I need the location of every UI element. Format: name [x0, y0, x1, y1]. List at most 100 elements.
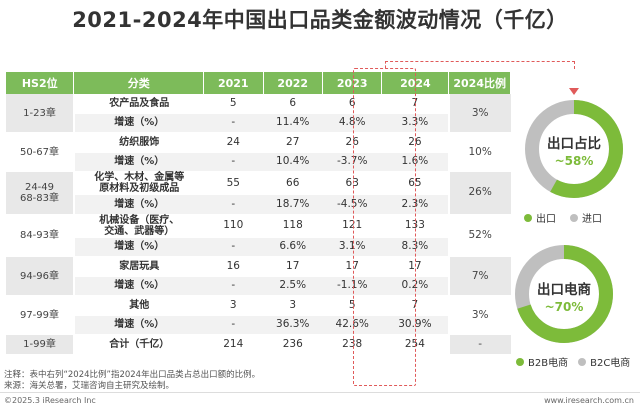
ratio-cell: -	[447, 334, 511, 355]
growth-cell: -	[203, 152, 263, 172]
highlight-2024-box	[353, 68, 416, 386]
donut2-text: 出口电商 ~70%	[512, 278, 616, 314]
value-cell: 5	[203, 94, 263, 114]
category-cell: 家居玩具	[73, 256, 204, 277]
column-header: 2022	[263, 72, 323, 94]
hs-code-cell: 97-99章	[6, 295, 75, 335]
site-url[interactable]: www.iresearch.com.cn	[544, 396, 634, 405]
hs-code-cell: 1-99章	[6, 334, 75, 355]
footnote-line-1: 注释：表中右列“2024比例”指2024年出口品类占总出口额的比例。	[4, 370, 261, 380]
growth-cell: -3.7%	[322, 152, 382, 172]
total-value-cell: 238	[322, 334, 382, 355]
value-cell: 17	[322, 256, 382, 277]
export-share-arc	[525, 100, 623, 198]
growth-cell: 10.4%	[263, 152, 323, 172]
value-cell: 6	[263, 94, 323, 114]
legend-label-export: 出口	[536, 214, 556, 225]
category-cell: 化学、木材、金属等 原材料及初级成品	[73, 171, 204, 195]
growth-cell: -	[203, 194, 263, 215]
ratio-cell: 26%	[447, 171, 511, 215]
table-row-total: 1-99章 合计（千亿） 214 236 238 254-	[6, 334, 511, 355]
value-cell: 27	[263, 132, 323, 153]
table-row: 增速（%） -10.4% -3.7% 1.6%	[6, 152, 511, 172]
value-cell: 55	[203, 171, 263, 195]
column-header: 2024比例	[448, 72, 511, 94]
column-header: 分类	[73, 72, 205, 94]
table-header-row: HS2位 分类 2021 2022 2023 2024 2024比例	[6, 72, 511, 94]
growth-cell: 18.7%	[263, 194, 323, 215]
connector-line-h	[385, 61, 575, 69]
donut2-value: ~70%	[544, 300, 584, 314]
growth-cell: -	[203, 237, 263, 257]
category-cell: 其他	[73, 295, 204, 316]
value-cell: 26	[322, 132, 382, 153]
value-cell: 24	[203, 132, 263, 153]
category-cell: 农产品及食品	[73, 94, 204, 114]
table-row: 增速（%） -36.3% 42.6% 30.9%	[6, 315, 511, 335]
donut1-legend: 出口 进口	[524, 210, 602, 225]
growth-cell: -1.1%	[322, 276, 382, 296]
growth-label-cell: 增速（%）	[73, 237, 204, 257]
ratio-cell: 10%	[447, 132, 511, 172]
hs-code-cell: 94-96章	[6, 256, 75, 296]
export-table: HS2位 分类 2021 2022 2023 2024 2024比例 1-23章 农产品及食品…	[6, 72, 511, 355]
category-cell: 机械设备（医疗、 交通、武器等）	[73, 214, 204, 238]
legend-label-b2b: B2B电商	[528, 358, 569, 369]
legend-swatch-b2c	[578, 357, 587, 366]
hs-code-cell: 1-23章	[6, 94, 75, 133]
value-cell: 3	[263, 295, 323, 316]
value-cell: 121	[322, 214, 382, 238]
total-label-cell: 合计（千亿）	[73, 334, 204, 355]
value-cell: 66	[263, 171, 323, 195]
total-value-cell: 214	[203, 334, 263, 355]
donut1-value: ~58%	[554, 154, 594, 168]
legend-swatch-export	[524, 213, 532, 222]
connector-line-v	[385, 61, 386, 68]
category-cell: 纺织服饰	[73, 132, 204, 153]
growth-cell: -4.5%	[322, 194, 382, 215]
growth-cell: 6.6%	[263, 237, 323, 257]
hs-code-cell: 24-49 68-83章	[6, 171, 75, 215]
growth-label-cell: 增速（%）	[73, 276, 204, 296]
growth-cell: -	[203, 276, 263, 296]
value-cell: 3	[203, 295, 263, 316]
ratio-cell: 52%	[447, 214, 511, 257]
donut2-legend: B2B电商 B2C电商	[516, 354, 630, 369]
arrow-down-icon	[569, 88, 579, 95]
page-title: 2021-2024年中国出口品类金额波动情况（千亿）	[72, 8, 568, 32]
table-row: 94-96章 家居玩具 16 17 17 17 7%	[6, 256, 511, 296]
growth-label-cell: 增速（%）	[73, 315, 204, 335]
total-value-cell: 236	[263, 334, 323, 355]
table-row: 增速（%） -2.5% -1.1% 0.2%	[6, 276, 511, 296]
growth-cell: -	[203, 315, 263, 335]
growth-cell: 42.6%	[322, 315, 382, 335]
donut2-title: 出口电商	[537, 282, 591, 298]
growth-cell: 2.5%	[263, 276, 323, 296]
legend-label-b2c: B2C电商	[590, 358, 631, 369]
hs-code-cell: 50-67章	[6, 132, 75, 172]
table-row: 97-99章 其他 3 3 5 7 3%	[6, 295, 511, 335]
growth-label-cell: 增速（%）	[73, 152, 204, 172]
value-cell: 5	[322, 295, 382, 316]
ratio-cell: 3%	[447, 94, 511, 133]
table-body: 1-23章 农产品及食品 5 6 6 7 3% 增速（%） -11.4% 4.8% 3.3% 50-6…	[6, 94, 511, 355]
value-cell: 6	[322, 94, 382, 114]
value-cell: 63	[322, 171, 382, 195]
column-header: HS2位	[6, 72, 75, 94]
table-row: 1-23章 农产品及食品 5 6 6 7 3%	[6, 94, 511, 133]
table-row: 24-49 68-83章 化学、木材、金属等 原材料及初级成品 55 66 63 65 26…	[6, 171, 511, 215]
legend-swatch-import	[570, 213, 578, 222]
legend-swatch-b2b	[516, 357, 524, 366]
ratio-cell: 7%	[447, 256, 511, 296]
legend-label-import: 进口	[582, 214, 602, 225]
ratio-cell: 3%	[447, 295, 511, 335]
value-cell: 118	[263, 214, 323, 238]
table-row: 84-93章 机械设备（医疗、 交通、武器等） 110 118 121 133 52%	[6, 214, 511, 257]
value-cell: 17	[263, 256, 323, 277]
value-cell: 16	[203, 256, 263, 277]
copyright: ©2025.3 iResearch Inc	[4, 396, 96, 405]
column-header: 2021	[203, 72, 264, 94]
ecommerce-donut	[515, 245, 613, 343]
footnote-line-2: 来源：海关总署，艾瑞咨询自主研究及绘制。	[4, 381, 175, 391]
growth-label-cell: 增速（%）	[73, 113, 204, 133]
